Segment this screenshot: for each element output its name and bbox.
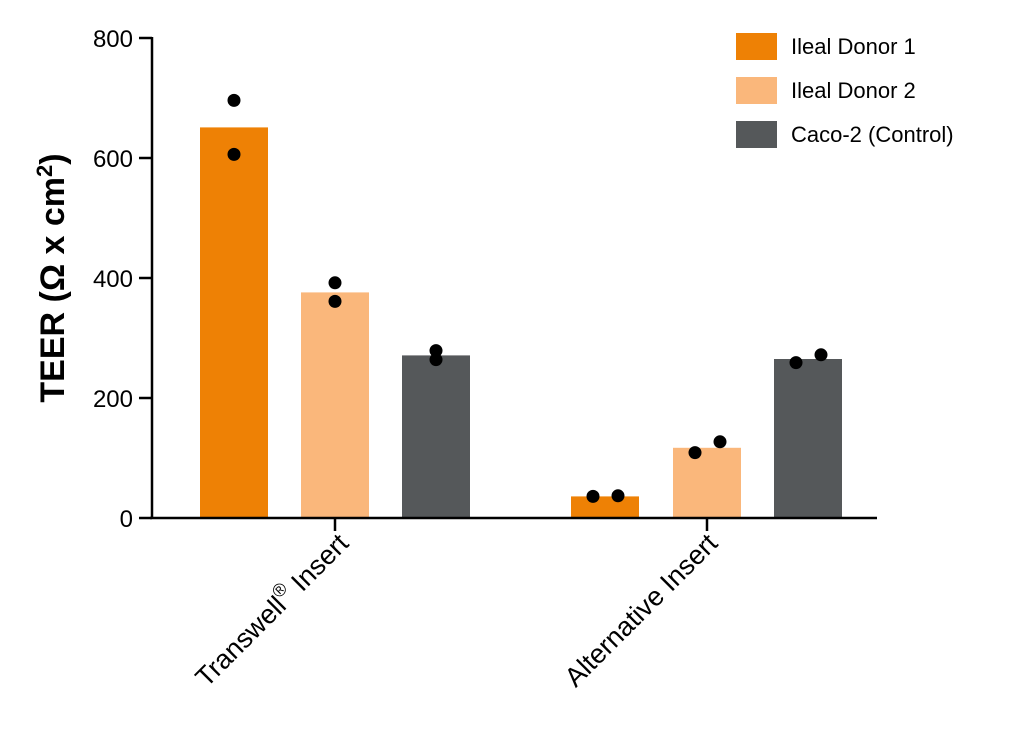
data-point	[429, 353, 443, 367]
legend-swatch	[736, 33, 777, 60]
data-point	[611, 489, 625, 503]
category-label-transwell: Transwell® Insert	[187, 525, 355, 693]
legend-label: Ileal Donor 2	[791, 78, 916, 103]
x-ticks	[333, 518, 709, 531]
data-point	[328, 276, 342, 290]
data-point	[814, 348, 828, 362]
category-label-alternative: Alternative Insert	[559, 528, 724, 693]
legend-label: Ileal Donor 1	[791, 34, 916, 59]
legend-swatch	[736, 121, 777, 148]
data-point	[688, 446, 702, 460]
bar-ileal-donor-2-cat2	[673, 447, 741, 518]
data-point	[227, 147, 241, 161]
y-tick-label: 600	[93, 146, 133, 173]
bar-ileal-donor-1-cat1	[200, 127, 268, 519]
data-point	[713, 435, 727, 449]
data-point	[586, 489, 600, 503]
legend: Ileal Donor 1 Ileal Donor 2 Caco-2 (Contro…	[736, 33, 954, 148]
legend-swatch	[736, 77, 777, 104]
points-layer	[227, 93, 828, 503]
legend-label: Caco-2 (Control)	[791, 122, 954, 147]
data-point	[227, 93, 241, 107]
bar-ileal-donor-1-cat2	[571, 496, 639, 518]
bar-caco-2-control--cat2	[774, 359, 842, 518]
data-point	[789, 356, 803, 370]
y-tick-label: 800	[93, 26, 133, 53]
bar-caco-2-control--cat1	[402, 355, 470, 518]
bars-layer	[200, 127, 842, 519]
y-tick-label: 400	[93, 266, 133, 293]
y-tick-label: 0	[120, 506, 133, 533]
y-tick-label: 200	[93, 386, 133, 413]
y-ticks: 0 200 400 600 800	[93, 26, 152, 533]
data-point	[328, 294, 342, 308]
bar-ileal-donor-2-cat1	[301, 292, 369, 518]
y-axis-label: TEER (Ω x cm2)	[32, 153, 72, 402]
data-point	[429, 344, 443, 358]
